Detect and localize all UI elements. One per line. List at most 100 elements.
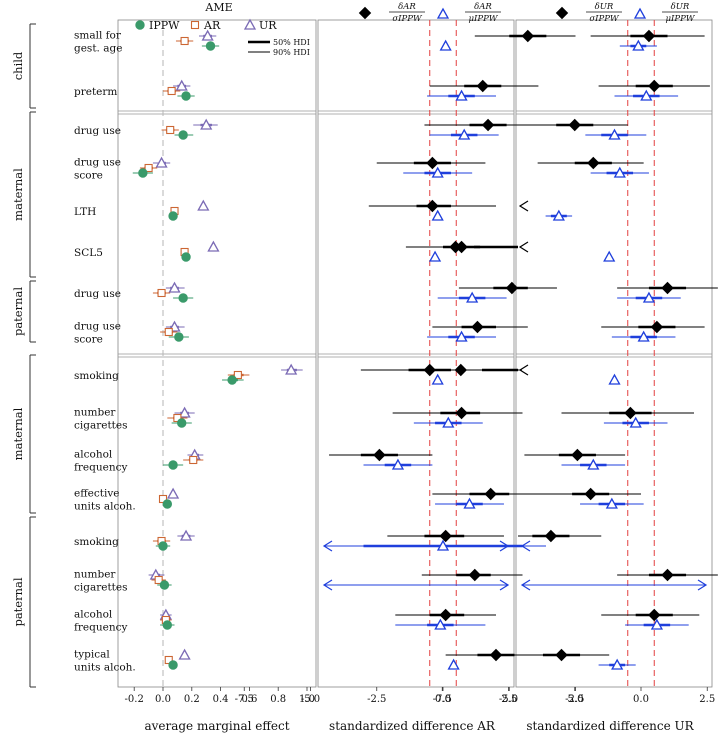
mark-ratio-mu-arrow-right <box>499 579 510 591</box>
mark-ratio-mu-arrow-left <box>520 540 531 552</box>
row-label: effective <box>74 488 120 500</box>
x-tick-label: 0.4 <box>213 694 229 705</box>
mark-ratio-mu <box>431 166 444 178</box>
x-tick-label: -5.0 <box>499 694 518 705</box>
mark-ratio-mu <box>613 166 626 178</box>
mark-ratio-mu <box>608 128 621 140</box>
x-tick-label: 0.6 <box>241 694 257 705</box>
panel-frame-1 <box>117 19 317 688</box>
mark-ippw <box>159 580 170 590</box>
row-label: number <box>74 407 116 419</box>
mark-ratio-sigma <box>471 320 484 334</box>
x-tick-label: -2.5 <box>565 694 584 705</box>
mark-ratio-sigma <box>489 648 503 662</box>
legend-title: AME <box>204 1 232 14</box>
row-label: units alcoh. <box>74 662 136 674</box>
mark-ippw <box>162 499 173 509</box>
legend-fraction-numerator: δAR <box>474 2 492 12</box>
row-label: typical <box>74 649 110 661</box>
mark-ratio-mu <box>434 618 447 630</box>
mark-ratio-sigma <box>476 79 489 93</box>
mark-ar <box>233 370 242 380</box>
x-tick-label: -5.0 <box>301 694 320 705</box>
legend-fraction-numerator: δAR <box>398 2 416 12</box>
mark-ar <box>180 36 189 46</box>
mark-ratio-sigma <box>373 448 386 462</box>
row-label: drug use <box>74 157 121 169</box>
row-label: drug use <box>74 125 121 137</box>
mark-ratio-sigma <box>455 406 468 420</box>
mark-ratio-mu <box>431 373 444 385</box>
mark-ippw <box>174 332 184 342</box>
mark-ratio-mu-arrow-left <box>322 540 333 552</box>
legend-label-ur: UR <box>259 19 277 32</box>
legend-fraction-numerator: δUR <box>671 2 690 12</box>
mark-ratio-mu <box>642 291 656 303</box>
mark-ur <box>207 240 220 252</box>
mark-ratio-mu <box>629 416 642 428</box>
mark-ar <box>166 125 175 135</box>
mark-ratio-sigma <box>426 156 439 170</box>
group-label-paternal: paternal <box>11 577 25 626</box>
mark-ratio-mu <box>436 539 450 551</box>
legend-hdi50-label: 50% HDI <box>273 38 310 47</box>
mark-ratio-mu <box>439 39 452 51</box>
legend-marker-ar <box>190 20 200 30</box>
mark-ratio-mu <box>447 658 460 670</box>
mark-ippw <box>168 660 178 670</box>
mark-ratio-sigma <box>426 199 439 213</box>
mark-ratio-sigma <box>481 118 495 132</box>
mark-ar <box>144 163 153 173</box>
mark-ratio-sigma <box>571 448 584 462</box>
mark-ratio-mu <box>640 89 653 101</box>
mark-ar <box>157 288 166 298</box>
mark-ratio-sigma <box>642 29 656 43</box>
legend-fraction-denominator: μIPPW <box>468 14 498 24</box>
row-label: smoking <box>74 536 119 548</box>
x-tick-label: 0.0 <box>435 694 451 705</box>
mark-ratio-sigma <box>439 529 452 543</box>
row-label: drug use <box>74 288 121 300</box>
mark-ratio-sigma <box>584 487 597 501</box>
legend-marker-ratio-mu <box>633 7 647 19</box>
row-label: frequency <box>74 622 127 634</box>
mark-ratio-mu <box>458 128 471 140</box>
mark-ratio-mu <box>650 618 664 630</box>
legend-marker-ippw <box>135 20 145 30</box>
row-label: alcohol <box>74 449 113 461</box>
mark-ratio-mu-arrow-left <box>520 579 531 591</box>
x-tick-label: 5.0 <box>568 694 584 705</box>
mark-ar <box>189 455 198 465</box>
mark-ratio-sigma <box>423 363 436 377</box>
x-axis-title: standardized difference AR <box>329 719 496 733</box>
mark-ratio-sigma <box>661 568 674 582</box>
mark-ippw <box>178 293 188 303</box>
mark-ratio-sigma <box>505 281 519 295</box>
mark-ippw <box>168 211 178 221</box>
mark-ratio-mu-arrow-right <box>697 579 708 591</box>
mark-ar <box>167 86 176 96</box>
x-tick-label: 0.2 <box>184 694 200 705</box>
row-label: units alcoh. <box>74 501 136 513</box>
mark-ratio-mu <box>391 458 405 470</box>
legend-fraction-denominator: σIPPW <box>392 14 423 24</box>
row-label: small for <box>74 30 122 42</box>
legend-fraction-denominator: μIPPW <box>665 14 695 24</box>
row-label: cigarettes <box>74 420 128 432</box>
legend-label-ippw: IPPW <box>149 19 180 32</box>
mark-ippw <box>162 620 173 630</box>
legend-marker-ratio-mu <box>436 7 450 19</box>
row-label: score <box>74 334 103 346</box>
mark-ratio-mu <box>608 373 621 385</box>
legend-marker-ur <box>243 18 257 30</box>
row-label: smoking <box>74 370 119 382</box>
mark-ur <box>175 79 188 91</box>
mark-ratio-sigma <box>650 320 664 334</box>
mark-ar <box>164 327 173 337</box>
mark-ratio-sigma-arrow-left <box>518 364 529 376</box>
group-label-paternal: paternal <box>11 287 25 336</box>
mark-ur <box>178 648 191 660</box>
row-label: frequency <box>74 462 127 474</box>
mark-ratio-sigma <box>544 529 558 543</box>
